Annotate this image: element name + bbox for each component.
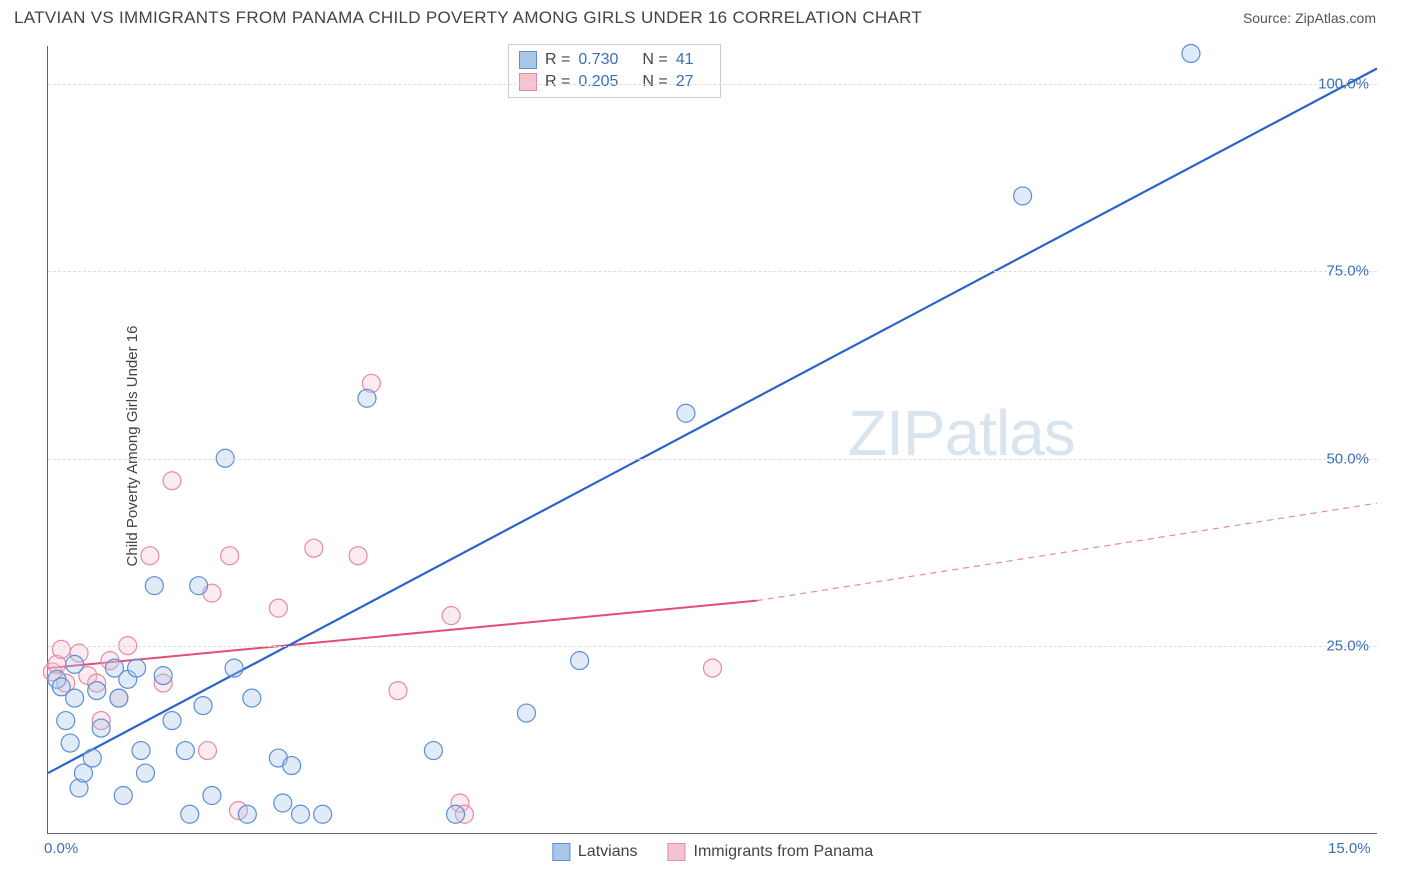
chart-title: LATVIAN VS IMMIGRANTS FROM PANAMA CHILD …: [14, 8, 922, 28]
r-value-2: 0.205: [578, 73, 618, 91]
correlation-row-2: R = 0.205 N = 27: [519, 71, 710, 93]
legend-item-latvians: Latvians: [552, 843, 638, 861]
xtick-label: 15.0%: [1328, 840, 1371, 857]
swatch-panama: [519, 73, 537, 91]
gridline: [48, 646, 1377, 647]
n-label: N =: [642, 51, 667, 69]
legend-item-panama: Immigrants from Panama: [667, 843, 873, 861]
xtick-label: 0.0%: [44, 840, 78, 857]
gridline: [48, 84, 1377, 85]
series-legend: Latvians Immigrants from Panama: [552, 843, 873, 861]
r-label: R =: [545, 51, 570, 69]
r-value-1: 0.730: [578, 51, 618, 69]
chart-plot-area: ZIPatlas R = 0.730 N = 41 R = 0.205 N = …: [47, 46, 1377, 834]
ytick-label: 50.0%: [1326, 450, 1369, 467]
legend-label: Immigrants from Panama: [693, 843, 873, 861]
n-value-2: 27: [676, 73, 694, 91]
n-label: N =: [642, 73, 667, 91]
gridline: [48, 459, 1377, 460]
swatch-latvians: [519, 51, 537, 69]
swatch-latvians: [552, 843, 570, 861]
ytick-label: 25.0%: [1326, 638, 1369, 655]
ytick-label: 75.0%: [1326, 263, 1369, 280]
legend-label: Latvians: [578, 843, 638, 861]
chart-svg: [48, 46, 1377, 833]
ytick-label: 100.0%: [1318, 75, 1369, 92]
correlation-legend: R = 0.730 N = 41 R = 0.205 N = 27: [508, 44, 721, 98]
title-bar: LATVIAN VS IMMIGRANTS FROM PANAMA CHILD …: [0, 0, 1406, 32]
correlation-row-1: R = 0.730 N = 41: [519, 49, 710, 71]
n-value-1: 41: [676, 51, 694, 69]
r-label: R =: [545, 73, 570, 91]
source-attribution: Source: ZipAtlas.com: [1243, 10, 1376, 26]
swatch-panama: [667, 843, 685, 861]
gridline: [48, 271, 1377, 272]
